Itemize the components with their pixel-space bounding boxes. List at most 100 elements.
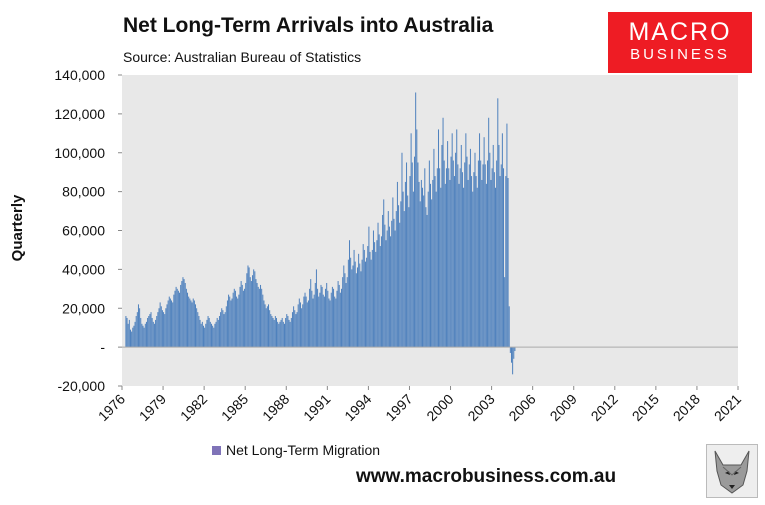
bar bbox=[166, 304, 168, 348]
bar bbox=[127, 323, 129, 348]
bar bbox=[193, 300, 195, 348]
bar bbox=[255, 279, 257, 348]
bar bbox=[299, 302, 301, 348]
bar bbox=[461, 172, 463, 348]
bar bbox=[261, 288, 263, 348]
x-tick-label: 2000 bbox=[423, 391, 456, 424]
bar bbox=[238, 294, 240, 348]
bar bbox=[501, 133, 503, 348]
bar bbox=[321, 286, 323, 348]
bar bbox=[452, 160, 454, 348]
y-tick-label: 40,000 bbox=[62, 261, 105, 277]
bar bbox=[307, 300, 309, 348]
bar bbox=[182, 277, 184, 348]
bar bbox=[304, 292, 306, 348]
bar bbox=[236, 296, 238, 348]
bar bbox=[386, 230, 388, 348]
bar bbox=[482, 164, 484, 348]
bar bbox=[157, 312, 159, 348]
bar bbox=[152, 321, 154, 348]
bar bbox=[179, 292, 181, 348]
bar bbox=[295, 314, 297, 348]
bar bbox=[466, 156, 468, 348]
x-tick-label: 2003 bbox=[464, 391, 497, 424]
x-tick-label: 2018 bbox=[670, 391, 703, 424]
bar bbox=[269, 310, 271, 348]
bar bbox=[356, 267, 358, 348]
bar bbox=[354, 261, 356, 348]
bar bbox=[136, 312, 138, 348]
bar bbox=[288, 319, 290, 348]
website-url[interactable]: www.macrobusiness.com.au bbox=[356, 466, 617, 487]
bar bbox=[490, 179, 492, 348]
bar bbox=[177, 290, 179, 348]
bar bbox=[385, 240, 387, 348]
bar bbox=[418, 181, 420, 348]
bar bbox=[218, 316, 220, 348]
bar bbox=[390, 236, 392, 348]
x-axis: 1976 1979 1982 1985 1988 1991 1994 1997 2000 2003… bbox=[95, 386, 744, 424]
bar bbox=[134, 321, 136, 348]
bar bbox=[514, 347, 516, 352]
bar bbox=[229, 296, 231, 348]
bar bbox=[282, 321, 284, 348]
bar bbox=[306, 302, 308, 348]
y-tick-label: - bbox=[100, 339, 105, 355]
bar bbox=[215, 321, 217, 348]
bar bbox=[475, 176, 477, 348]
y-tick-label: 80,000 bbox=[62, 184, 105, 200]
bar bbox=[204, 327, 206, 348]
bar bbox=[417, 162, 419, 348]
legend[interactable]: Net Long-Term Migration bbox=[212, 442, 380, 458]
bar bbox=[420, 179, 422, 348]
bar bbox=[415, 92, 417, 348]
bar bbox=[252, 275, 254, 348]
bar bbox=[202, 325, 204, 348]
bar bbox=[353, 249, 355, 348]
x-tick-label: 2021 bbox=[711, 391, 744, 424]
macrobusiness-logo[interactable]: MACRO BUSINESS bbox=[608, 12, 752, 73]
bar bbox=[318, 296, 320, 348]
bar bbox=[245, 282, 247, 348]
bar bbox=[298, 298, 300, 348]
bar bbox=[286, 314, 288, 348]
bar bbox=[513, 347, 515, 359]
bar bbox=[343, 265, 345, 348]
bar bbox=[361, 259, 363, 348]
bar bbox=[260, 284, 262, 348]
bar bbox=[433, 148, 435, 348]
bar bbox=[188, 296, 190, 348]
bar bbox=[387, 211, 389, 348]
series-net-long-term-migration bbox=[125, 92, 516, 375]
bar bbox=[164, 314, 166, 348]
bar bbox=[464, 162, 466, 348]
bar bbox=[156, 316, 158, 348]
bar bbox=[158, 308, 160, 348]
bar bbox=[506, 123, 508, 348]
bar bbox=[326, 282, 328, 348]
bar bbox=[129, 329, 131, 348]
bar bbox=[363, 249, 365, 348]
bar bbox=[512, 347, 514, 375]
bar bbox=[436, 168, 438, 348]
bar bbox=[212, 325, 214, 348]
x-tick-label: 2009 bbox=[547, 391, 580, 424]
bar bbox=[358, 253, 360, 348]
bar bbox=[428, 160, 430, 348]
bar bbox=[474, 152, 476, 348]
bar bbox=[411, 162, 413, 348]
bar bbox=[409, 176, 411, 348]
logo-line-macro: MACRO bbox=[628, 18, 732, 46]
bar bbox=[240, 281, 242, 348]
bar bbox=[190, 300, 192, 348]
bar bbox=[376, 240, 378, 348]
bar bbox=[382, 214, 384, 348]
bar bbox=[291, 312, 293, 348]
bar bbox=[189, 298, 191, 348]
bar bbox=[328, 298, 330, 348]
bar bbox=[242, 290, 244, 348]
bar bbox=[359, 263, 361, 348]
bar bbox=[481, 179, 483, 348]
bar bbox=[232, 292, 234, 348]
bar bbox=[140, 317, 142, 348]
